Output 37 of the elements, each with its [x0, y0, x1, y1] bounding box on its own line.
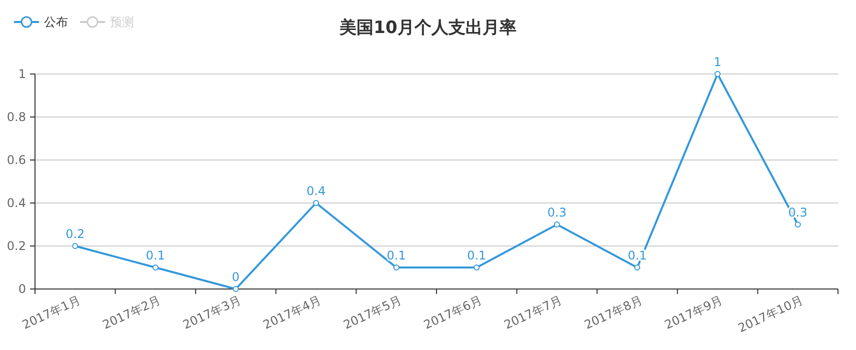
data-label: 1: [714, 55, 722, 69]
legend-公布: 公布: [14, 15, 68, 29]
data-label: 0.3: [547, 206, 566, 220]
point: [72, 243, 78, 249]
point: [794, 222, 801, 228]
y-tick-label: 0.6: [6, 153, 26, 167]
x-tick-label: 2017年8月: [582, 293, 645, 332]
data-label: 0.2: [66, 227, 85, 241]
y-tick-label: 0.4: [6, 196, 26, 210]
x-tick-label: 2017年9月: [662, 293, 725, 332]
point: [232, 286, 239, 292]
point: [554, 222, 560, 228]
x-tick-label: 2017年2月: [100, 293, 163, 332]
x-tick-label: 2017年1月: [20, 293, 82, 332]
point: [474, 264, 480, 270]
point: [313, 200, 320, 206]
chart-title: 美国10月个人支出月率: [338, 18, 516, 38]
x-tick-label: 2017年7月: [502, 293, 564, 332]
point: [152, 264, 158, 270]
data-label: 0.1: [467, 248, 486, 262]
data-label: 0: [232, 270, 240, 284]
y-tick-label: 1: [18, 67, 26, 81]
point: [634, 264, 640, 270]
legend-label: 公布: [44, 15, 68, 29]
x-tick-label: 2017年5月: [341, 293, 404, 332]
data-label: 0.1: [146, 248, 165, 262]
y-tick-label: 0.2: [6, 239, 26, 253]
x-tick-label: 2017年10月: [736, 293, 806, 336]
x-tick-label: 2017年3月: [180, 293, 244, 332]
x-tick-label: 2017年4月: [261, 293, 324, 332]
point: [393, 264, 400, 270]
point: [714, 71, 721, 77]
data-label: 0.4: [306, 184, 326, 198]
data-label: 0.1: [386, 248, 406, 262]
y-tick-label: 0.8: [6, 110, 26, 124]
x-tick-label: 2017年6月: [422, 293, 484, 332]
y-tick-label: 0: [18, 282, 26, 296]
